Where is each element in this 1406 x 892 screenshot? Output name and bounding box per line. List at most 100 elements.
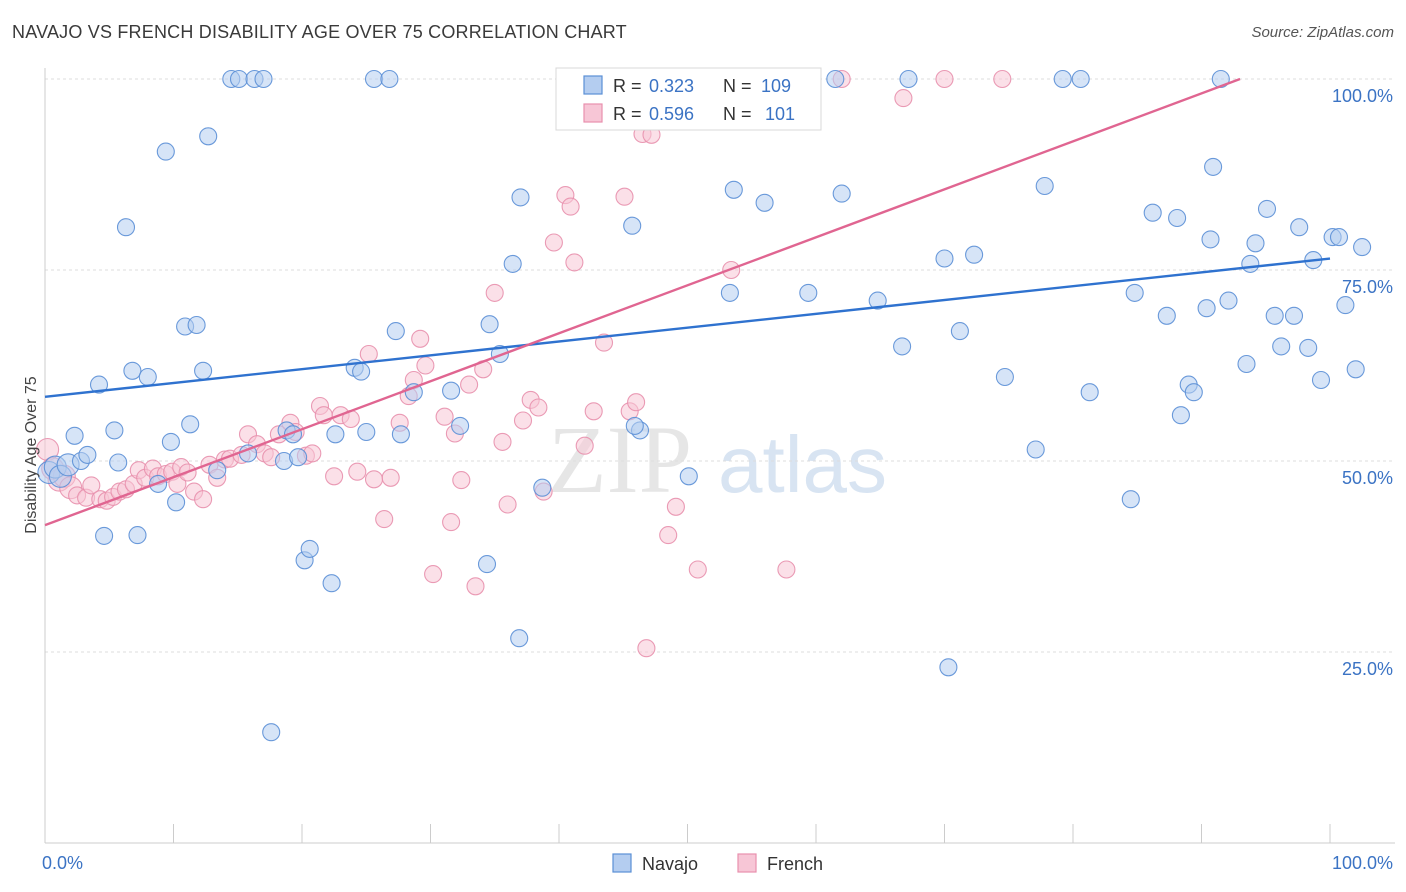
navajo-point-95 [1211,69,1230,89]
legend-n-label-french: N = [723,104,752,124]
navajo-point-23 [199,127,218,146]
navajo-point-70 [832,184,851,203]
navajo-point-101 [1265,306,1284,325]
navajo-point-7 [89,375,109,394]
navajo-point-105 [1299,338,1318,357]
french-point-58 [452,471,471,490]
french-point-60 [466,577,485,596]
french-point-46 [364,470,384,489]
navajo-point-65 [724,180,743,199]
navajo-point-73 [899,69,918,89]
y-tick-label-75: 75.0% [1342,277,1393,297]
navajo-point-88 [1168,208,1187,228]
grid-lines [45,78,1395,653]
navajo-point-104 [1290,218,1309,237]
navajo-point-9 [105,421,124,440]
french-point-41 [325,467,344,486]
navajo-point-18 [167,493,186,512]
legend-swatch-french [583,103,603,123]
navajo-point-96 [1219,291,1238,310]
navajo-point-52 [503,254,522,273]
navajo-point-86 [1143,203,1162,222]
french-point-48 [381,468,400,487]
navajo-point-45 [391,425,410,444]
navajo-point-48 [451,416,470,435]
navajo-point-14 [138,367,157,387]
navajo-point-37 [322,574,341,593]
french-point-59 [460,375,479,394]
french-point-74 [584,402,603,421]
navajo-point-77 [965,245,984,264]
french-point-45 [359,344,378,364]
legend-r-value-navajo: 0.323 [649,76,694,96]
navajo-point-112 [1353,238,1372,257]
french-point-65 [513,411,533,430]
navajo-point-51 [490,344,509,364]
chart-title: NAVAJO VS FRENCH DISABILITY AGE OVER 75 … [12,22,627,42]
navajo-point-90 [1171,406,1190,425]
french-point-75 [594,333,614,352]
french-point-64 [498,495,517,514]
french-point-69 [544,233,563,252]
french-point-72 [565,253,584,272]
french-point-63 [493,432,512,451]
navajo-point-17 [161,432,180,451]
navajo-point-63 [679,467,698,486]
navajo-point-10 [109,453,128,472]
french-point-67 [529,398,548,417]
navajo-points [37,69,1372,742]
navajo-point-47 [442,381,461,400]
navajo-point-54 [511,188,530,207]
navajo-point-55 [533,478,552,497]
trend-lines [44,77,1331,527]
navajo-point-82 [1071,69,1090,89]
bottom-legend-label-french: French [767,854,823,874]
navajo-point-84 [1121,490,1140,509]
navajo-point-81 [1053,69,1072,89]
navajo-point-85 [1125,283,1144,302]
navajo-point-68 [799,283,818,302]
french-point-73 [575,436,594,455]
navajo-point-40 [352,362,371,381]
navajo-point-100 [1257,199,1277,218]
french-point-79 [627,393,646,412]
navajo-point-99 [1246,234,1265,253]
bottom-legend-swatch-french [737,853,757,873]
navajo-point-75 [939,658,958,677]
french-point-47 [375,510,394,529]
navajo-point-60 [623,216,642,235]
watermark-zip: ZIP [548,406,692,513]
french-point-71 [561,197,580,216]
navajo-point-66 [755,193,774,212]
navajo-point-94 [1204,157,1223,176]
navajo-point-13 [123,361,142,380]
navajo-point-36 [300,539,319,558]
french-trend-line [44,77,1241,527]
legend-r-value-french: 0.596 [649,104,694,124]
french-point-91 [935,69,954,89]
legend-n-value-navajo: 109 [761,76,791,96]
navajo-point-111 [1346,360,1365,379]
navajo-point-98 [1241,254,1260,273]
navajo-point-91 [1184,383,1203,402]
navajo-point-26 [229,69,249,89]
navajo-point-87 [1157,306,1176,325]
navajo-point-42 [364,69,384,89]
navajo-point-107 [1311,370,1331,390]
navajo-point-43 [380,69,399,89]
navajo-point-110 [1336,296,1355,315]
navajo-point-8 [95,526,114,545]
navajo-point-34 [289,448,308,467]
navajo-point-29 [254,69,273,89]
navajo-point-4 [65,426,84,445]
navajo-point-74 [935,249,954,268]
legend-r-label-navajo: R = [613,76,642,96]
navajo-point-30 [262,723,281,742]
y-axis-label: Disability Age Over 75 [23,376,40,534]
navajo-point-59 [625,416,644,435]
french-point-54 [424,565,443,584]
navajo-point-21 [187,315,206,335]
navajo-point-64 [720,283,739,302]
navajo-point-103 [1284,306,1304,325]
french-point-92 [993,69,1012,89]
